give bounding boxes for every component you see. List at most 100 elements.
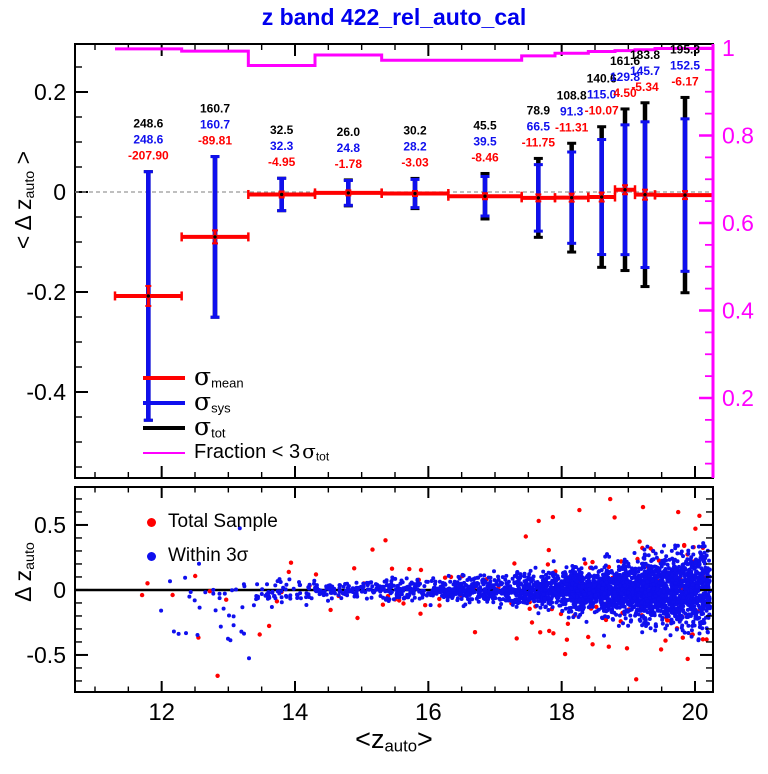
bottom-y-axis-title: Δ zauto [10,542,38,602]
svg-text:160.7: 160.7 [200,118,230,132]
svg-text:-6.17: -6.17 [671,74,699,88]
svg-text:152.5: 152.5 [670,58,700,72]
top-y-title-sub: auto [21,170,38,199]
svg-text:12: 12 [148,699,175,726]
svg-text:129.8: 129.8 [610,70,640,84]
bottom-panel: 0.5 0 -0.5 12 14 16 18 20 [26,486,714,726]
x-title-prefix: <z [355,724,385,754]
svg-text:4.50: 4.50 [613,86,637,100]
error-bars [113,95,715,422]
svg-text:0.8: 0.8 [722,123,754,149]
svg-text:-0.5: -0.5 [26,642,66,668]
svg-text:160.7: 160.7 [200,102,230,116]
svg-text:-11.31: -11.31 [555,120,589,134]
legend-item-fraction: Fraction < 3 σtot [143,440,329,465]
svg-text:-10.07: -10.07 [585,104,619,118]
fraction-step-line [115,46,713,67]
legend-sub: tot [315,449,330,464]
sigma-sys-line-swatch [143,400,185,405]
svg-text:18: 18 [548,699,575,726]
svg-text:140.6: 140.6 [587,72,617,86]
bottom-panel-x-axis: 12 14 16 18 20 [94,487,709,726]
svg-text:-0.4: -0.4 [26,379,66,405]
svg-text:28.2: 28.2 [403,139,427,153]
svg-text:183.8: 183.8 [630,48,660,62]
bottom-y-title-main: Δ z [10,569,37,602]
svg-text:0.5: 0.5 [34,512,66,538]
svg-text:-207.90: -207.90 [128,149,169,163]
svg-text:108.8: 108.8 [557,88,587,102]
svg-text:32.5: 32.5 [270,123,294,137]
svg-text:-0.2: -0.2 [26,279,66,305]
svg-text:78.9: 78.9 [527,103,551,117]
svg-text:195.3: 195.3 [670,42,700,56]
svg-text:16: 16 [415,699,442,726]
svg-text:-8.46: -8.46 [471,150,499,164]
legend-sub: sys [211,400,231,416]
svg-text:0: 0 [53,577,66,603]
svg-text:-11.75: -11.75 [522,135,556,149]
svg-text:-3.03: -3.03 [401,155,429,169]
top-panel-left-axis: 0.2 0 -0.2 -0.4 [26,66,88,468]
page-title: z band 422_rel_auto_cal [261,4,527,30]
svg-text:14: 14 [282,699,309,726]
svg-text:0: 0 [53,179,66,205]
svg-text:32.3: 32.3 [270,139,294,153]
x-axis-title: <zauto> [75,724,713,757]
legend-sub: tot [211,425,226,441]
svg-text:66.5: 66.5 [527,119,551,133]
bottom-panel-left-axis: 0.5 0 -0.5 [26,498,713,682]
svg-text:0.6: 0.6 [722,210,754,236]
legend-sub: mean [211,375,244,391]
svg-text:115.0: 115.0 [587,88,617,102]
top-y-axis-title: < Δ zauto > [10,151,38,249]
top-panel-right-axis: 1 0.8 0.6 0.4 0.2 [699,35,754,478]
sigma-tot-line-swatch [143,425,185,430]
legend-item-sigma-tot: σtot [143,412,329,442]
svg-text:-1.78: -1.78 [335,157,363,171]
svg-text:248.6: 248.6 [133,133,163,147]
svg-text:91.3: 91.3 [560,104,584,118]
svg-text:161.6: 161.6 [610,54,640,68]
legend-label: σ [194,412,212,442]
svg-text:24.8: 24.8 [337,141,361,155]
svg-text:-89.81: -89.81 [198,134,232,148]
svg-text:26.0: 26.0 [337,125,361,139]
x-title-suffix: > [417,724,433,754]
within-3sigma-dot [147,551,156,561]
top-panel: 0.2 0 -0.2 -0.4 1 0.8 0.6 0.4 0.2 -207.90 248.6 248… [26,35,754,479]
legend-label: Total Sample [168,511,278,532]
top-y-title-main: Δ z [10,198,37,231]
top-panel-x-ticks [94,44,696,478]
legend-label: σ [302,439,316,463]
top-y-title-suffix: > [10,150,37,171]
top-legend: σmean σsys σtot Fraction < 3 σtot [143,364,329,465]
svg-text:-4.95: -4.95 [268,155,296,169]
legend-item-sigma-sys: σsys [143,387,329,417]
total-sample-dot [147,517,156,527]
x-title-sub: auto [384,736,418,756]
bottom-legend: Total Sample Within 3σ [147,505,278,573]
legend-prefix: Fraction < 3 [194,441,301,463]
svg-text:39.5: 39.5 [473,134,497,148]
svg-text:20: 20 [682,699,709,726]
svg-text:30.2: 30.2 [403,123,427,137]
legend-item-sigma-mean: σmean [143,364,329,391]
bin-annotations: -207.90 248.6 248.6 -89.81 160.7 160.7 -4.95 32… [128,42,700,170]
legend-label: σ [194,387,212,417]
svg-text:0.2: 0.2 [722,385,754,411]
bottom-y-title-sub: auto [21,542,38,570]
legend-item-within-3sigma: Within 3σ [147,539,278,573]
svg-text:0.4: 0.4 [722,298,754,324]
sigma-mean-line-swatch [143,375,185,380]
scatter-points [139,496,712,682]
svg-text:145.7: 145.7 [630,64,660,78]
scatter-series [159,526,712,661]
legend-label: Within 3σ [168,545,249,566]
legend-item-total-sample: Total Sample [147,505,278,539]
svg-text:1: 1 [722,35,735,61]
top-y-title-prefix: < [10,230,37,250]
svg-text:0.2: 0.2 [34,79,66,105]
